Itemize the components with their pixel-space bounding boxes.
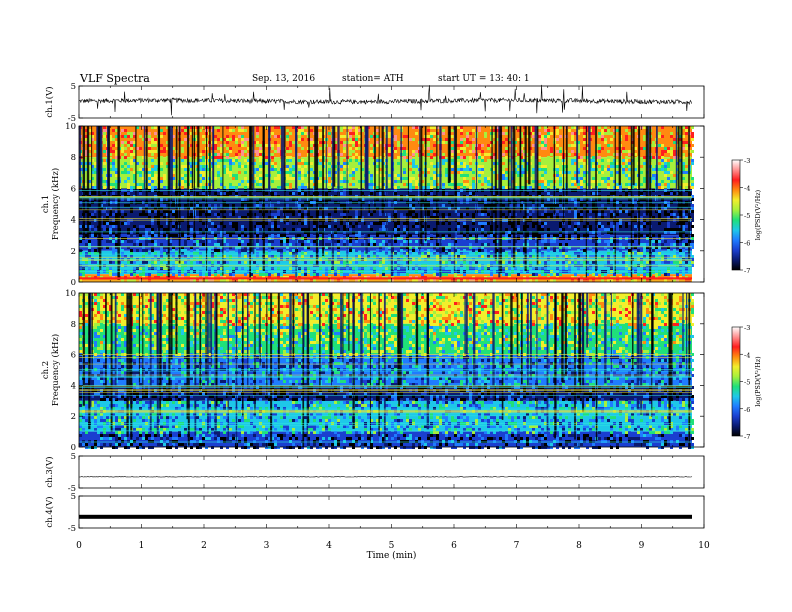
ch1-trace	[78, 84, 692, 116]
colorbar-label: log(PSD(V²/Hz)	[754, 189, 762, 240]
ytick-label: 5	[71, 492, 76, 502]
svg-text:ch.1(V): ch.1(V)	[44, 86, 55, 117]
ch3-waveform-ylabel: ch.3(V)	[44, 456, 55, 487]
colorbar-tick-label: -4	[744, 351, 750, 359]
colorbar	[731, 326, 741, 437]
ytick-label: 4	[71, 216, 76, 226]
ytick-label: 0	[71, 278, 76, 288]
xtick-label: 0	[76, 541, 82, 551]
colorbar-label: log(PSD(V²/Hz)	[754, 356, 762, 407]
narrowband-lines	[79, 353, 692, 443]
ytick-label: 10	[65, 289, 76, 299]
xtick-label: 2	[201, 541, 207, 551]
ytick-label: -5	[68, 114, 76, 124]
xtick-label: 6	[451, 541, 457, 551]
colorbar-tick-label: -6	[744, 406, 750, 414]
xtick-label: 1	[139, 541, 145, 551]
ch1-waveform-ylabel: ch.1(V)	[44, 86, 55, 117]
ch1-spectrogram-ylabel: ch.1 Frequency (kHz)	[41, 168, 61, 240]
ytick-label: 5	[71, 452, 76, 462]
xtick-label: 9	[639, 541, 645, 551]
ch1-spectrogram-panel: 10 8 6 4 2 0 -3 -4 -5 -6 -7 log(PSD(V²/Hz)	[65, 122, 762, 288]
low-freq-red-band	[79, 277, 692, 280]
colorbar-tick-label: -3	[744, 157, 750, 165]
ytick-label: 6	[71, 351, 76, 361]
ytick-label: 2	[71, 412, 76, 422]
xtick-label: 8	[576, 541, 582, 551]
x-axis-label: Time (min)	[367, 550, 417, 561]
ch4-waveform-panel: 5 -5	[68, 492, 705, 534]
xtick-label: 5	[389, 541, 395, 551]
ch4-trace	[79, 514, 692, 519]
ytick-label: 5	[71, 82, 76, 92]
ytick-label: 4	[71, 381, 76, 391]
ytick-label: -5	[68, 484, 76, 494]
xtick-label: 10	[698, 541, 710, 551]
ytick-label: 8	[71, 320, 76, 330]
colorbar-tick-label: -4	[744, 185, 750, 193]
colorbar-tick-label: -5	[744, 379, 750, 387]
date-label: Sep. 13, 2016	[252, 74, 316, 84]
colorbar-tick-label: -5	[744, 212, 750, 220]
narrowband-lines	[79, 190, 692, 282]
xtick-label: 4	[326, 541, 332, 551]
ch3-waveform-panel: 5 -5	[68, 452, 705, 494]
colorbar-tick-label: -3	[744, 324, 750, 332]
panel-frame	[78, 495, 705, 529]
panel-frame	[78, 455, 705, 489]
colorbar-tick-label: -6	[744, 240, 750, 248]
ytick-label: 10	[65, 122, 76, 132]
ytick-label: 0	[71, 443, 76, 453]
colorbar-tick-label: -7	[744, 267, 750, 275]
sferic-streaks	[82, 293, 691, 447]
ch1-waveform-panel: 5 -5	[68, 82, 705, 124]
ch3-trace	[79, 476, 693, 478]
start-time-label: start UT = 13: 40: 1	[438, 74, 530, 84]
chart-title: VLF Spectra	[80, 72, 150, 85]
station-label: station= ATH	[342, 74, 404, 84]
colorbar	[731, 159, 741, 271]
ytick-label: 8	[71, 153, 76, 163]
ch2-spectrogram-ylabel: ch.2 Frequency (kHz)	[41, 334, 61, 406]
xtick-label: 3	[264, 541, 270, 551]
ytick-label: 2	[71, 247, 76, 257]
ytick-label: -5	[68, 524, 76, 534]
ch4-waveform-ylabel: ch.4(V)	[44, 496, 55, 527]
xtick-label: 7	[514, 541, 520, 551]
ytick-label: 6	[71, 184, 76, 194]
ch2-spectrogram-panel: 10 8 6 4 2 0 -3 -4 -5 -6 -7 log(PSD(V²/Hz)	[65, 289, 762, 453]
colorbar-tick-label: -7	[744, 433, 750, 441]
